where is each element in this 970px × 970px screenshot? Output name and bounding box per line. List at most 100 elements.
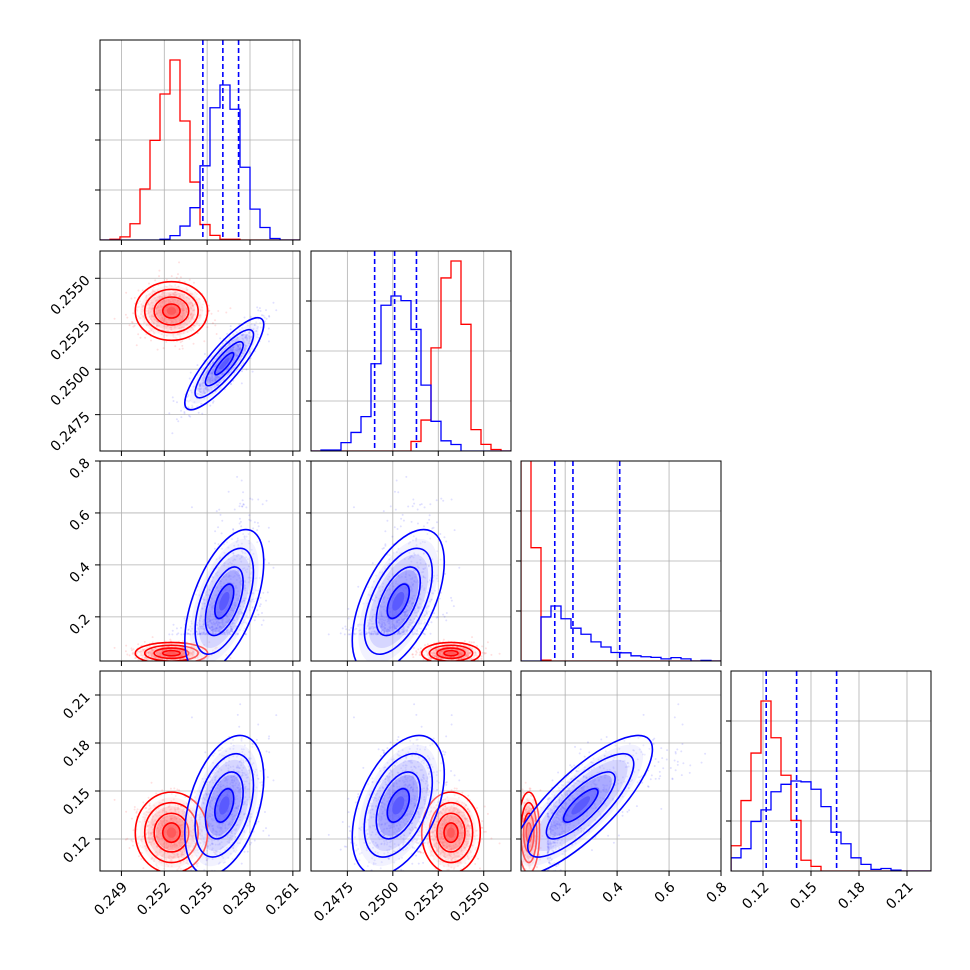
scatter-point <box>151 653 154 656</box>
scatter-point <box>248 331 251 334</box>
scatter-point <box>151 636 154 639</box>
scatter-point <box>191 651 194 654</box>
scatter-point <box>140 652 143 655</box>
scatter-point <box>238 343 241 346</box>
scatter-point <box>234 349 237 352</box>
scatter-point <box>146 651 149 654</box>
scatter-point <box>157 651 160 654</box>
scatter-point <box>252 527 255 530</box>
scatter-point <box>202 633 205 636</box>
scatter-point <box>192 314 195 317</box>
scatter-point <box>242 339 245 342</box>
scatter-point <box>137 643 140 646</box>
scatter-point <box>181 308 184 311</box>
scatter-point <box>151 297 154 300</box>
scatter-point <box>188 650 191 653</box>
scatter-point <box>204 373 207 376</box>
scatter-point <box>167 298 170 301</box>
scatter-point <box>151 288 154 291</box>
scatter-point <box>162 299 165 302</box>
scatter-point <box>167 318 170 321</box>
scatter-point <box>148 307 151 310</box>
scatter-point <box>206 367 209 370</box>
scatter-point <box>128 654 131 657</box>
scatter-point <box>443 615 446 618</box>
scatter-point <box>157 653 160 656</box>
scatter-point <box>268 540 271 543</box>
scatter-point <box>237 350 240 353</box>
scatter-point <box>205 386 208 389</box>
scatter-point <box>189 651 192 654</box>
scatter-point <box>183 651 186 654</box>
scatter-point <box>232 348 235 351</box>
scatter-point <box>165 299 168 302</box>
scatter-point <box>198 316 201 319</box>
scatter-point <box>186 331 189 334</box>
scatter-point <box>239 608 242 611</box>
scatter-point <box>226 367 229 370</box>
scatter-point <box>191 316 194 319</box>
scatter-point <box>191 653 194 656</box>
scatter-point <box>190 313 193 316</box>
scatter-point <box>190 653 193 656</box>
scatter-point <box>170 328 173 331</box>
scatter-point <box>170 300 173 303</box>
scatter-point <box>179 335 182 338</box>
scatter-point <box>142 648 145 651</box>
scatter-point <box>161 649 164 652</box>
scatter-point <box>236 349 239 352</box>
scatter-point <box>208 373 211 376</box>
scatter-point <box>191 652 194 655</box>
scatter-point <box>159 306 162 309</box>
scatter-point <box>180 654 183 657</box>
scatter-point <box>125 644 128 647</box>
scatter-point <box>226 332 229 335</box>
scatter-point <box>445 540 448 543</box>
scatter-point <box>214 530 217 533</box>
scatter-point <box>162 320 165 323</box>
scatter-point <box>203 340 206 343</box>
scatter-point <box>218 381 221 384</box>
scatter-point <box>142 304 145 307</box>
scatter-point <box>265 309 268 312</box>
scatter-point <box>210 377 213 380</box>
scatter-point <box>205 370 208 373</box>
scatter-point <box>180 416 183 419</box>
scatter-point <box>179 317 182 320</box>
scatter-point <box>181 309 184 312</box>
scatter-point <box>218 388 221 391</box>
scatter-point <box>209 404 212 407</box>
scatter-point <box>181 302 184 305</box>
scatter-point <box>145 333 148 336</box>
scatter-point <box>188 297 191 300</box>
scatter-point <box>249 315 252 318</box>
scatter-point <box>158 652 161 655</box>
scatter-point <box>150 654 153 657</box>
scatter-point <box>212 370 215 373</box>
scatter-point <box>234 340 237 343</box>
scatter-point <box>144 336 147 339</box>
scatter-point <box>199 388 202 391</box>
scatter-point <box>247 332 250 335</box>
scatter-point <box>181 344 184 347</box>
scatter-point <box>149 317 152 320</box>
scatter-point <box>174 319 177 322</box>
scatter-point <box>178 279 181 282</box>
scatter-point <box>215 375 218 378</box>
scatter-point <box>158 324 161 327</box>
scatter-point <box>244 349 247 352</box>
scatter-point <box>267 340 270 343</box>
scatter-point <box>159 654 162 657</box>
scatter-point <box>179 319 182 322</box>
scatter-point <box>245 336 248 339</box>
scatter-point <box>203 353 206 356</box>
scatter-point <box>182 654 185 657</box>
scatter-point <box>180 328 183 331</box>
scatter-point <box>224 347 227 350</box>
scatter-point <box>245 335 248 338</box>
scatter-point <box>157 305 160 308</box>
scatter-point <box>194 324 197 327</box>
scatter-point <box>130 321 133 324</box>
scatter-point <box>185 296 188 299</box>
scatter-point <box>399 525 402 528</box>
